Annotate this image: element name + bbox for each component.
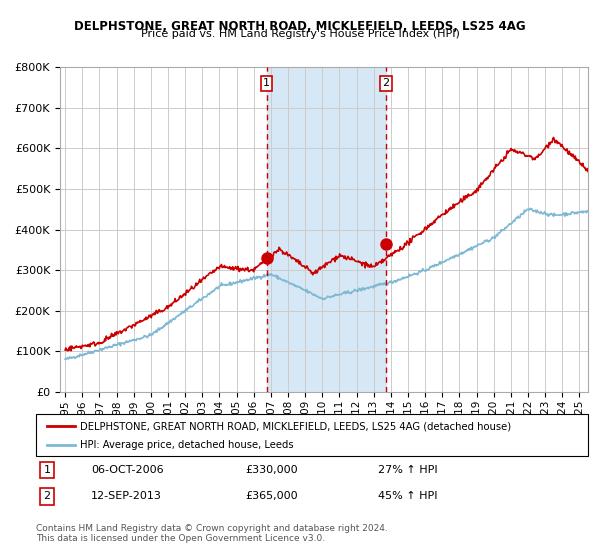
Text: Contains HM Land Registry data © Crown copyright and database right 2024.
This d: Contains HM Land Registry data © Crown c… [36,524,388,543]
Text: HPI: Average price, detached house, Leeds: HPI: Average price, detached house, Leed… [80,440,294,450]
Text: 1: 1 [44,465,50,475]
Text: 45% ↑ HPI: 45% ↑ HPI [378,492,438,501]
Text: Price paid vs. HM Land Registry's House Price Index (HPI): Price paid vs. HM Land Registry's House … [140,29,460,39]
Text: 06-OCT-2006: 06-OCT-2006 [91,465,164,475]
Text: DELPHSTONE, GREAT NORTH ROAD, MICKLEFIELD, LEEDS, LS25 4AG (detached house): DELPHSTONE, GREAT NORTH ROAD, MICKLEFIEL… [80,421,511,431]
Text: £365,000: £365,000 [246,492,298,501]
Text: £330,000: £330,000 [246,465,298,475]
Bar [267,67,386,392]
Text: 12-SEP-2013: 12-SEP-2013 [91,492,162,501]
Text: 1: 1 [263,78,270,88]
FancyBboxPatch shape [36,414,588,456]
Text: 2: 2 [382,78,389,88]
Text: 2: 2 [43,492,50,501]
Text: DELPHSTONE, GREAT NORTH ROAD, MICKLEFIELD, LEEDS, LS25 4AG: DELPHSTONE, GREAT NORTH ROAD, MICKLEFIEL… [74,20,526,32]
Text: 27% ↑ HPI: 27% ↑ HPI [378,465,438,475]
